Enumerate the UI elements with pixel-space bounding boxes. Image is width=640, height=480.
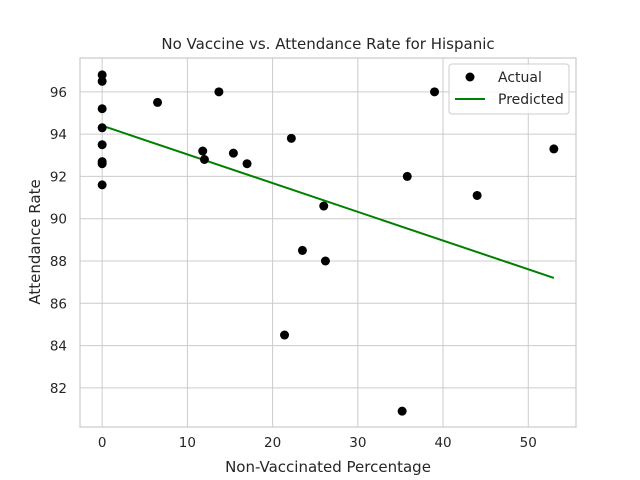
- y-axis-label: Attendance Rate: [26, 179, 44, 304]
- legend: Actual Predicted: [448, 63, 570, 115]
- actual-point: [97, 104, 107, 114]
- y-ticks: 82 84 86 88 90 92 94 96: [50, 85, 67, 397]
- legend-box: [448, 63, 570, 115]
- actual-point: [228, 148, 238, 158]
- actual-point: [97, 180, 107, 190]
- x-tick-label: 10: [179, 435, 196, 451]
- y-tick-label: 92: [50, 169, 67, 185]
- actual-point: [199, 155, 209, 164]
- y-tick-label: 84: [50, 339, 67, 355]
- y-tick-label: 82: [50, 381, 67, 397]
- actual-point: [242, 159, 252, 169]
- actual-point: [472, 190, 482, 200]
- chart-title: No Vaccine vs. Attendance Rate for Hispa…: [161, 35, 494, 53]
- x-tick-label: 50: [520, 435, 537, 451]
- x-axis-label: Non-Vaccinated Percentage: [225, 458, 431, 476]
- plot-frame: [79, 57, 577, 428]
- actual-point: [97, 140, 107, 150]
- predicted-line: [101, 124, 555, 279]
- legend-marker-actual: [465, 72, 475, 82]
- actual-point: [153, 97, 163, 107]
- actual-point: [97, 123, 107, 133]
- x-tick-label: 0: [98, 435, 107, 451]
- x-tick-label: 40: [434, 435, 451, 451]
- actual-point: [280, 330, 290, 340]
- actual-point: [402, 171, 412, 181]
- y-tick-label: 90: [50, 212, 67, 228]
- legend-label-actual: Actual: [498, 70, 542, 86]
- actual-point: [286, 133, 296, 143]
- x-tick-label: 30: [349, 435, 366, 451]
- actual-point: [397, 406, 407, 416]
- actual-point: [97, 159, 107, 169]
- actual-point: [430, 87, 440, 97]
- actual-point: [198, 146, 208, 156]
- actual-point: [214, 87, 224, 97]
- y-tick-label: 94: [50, 127, 67, 143]
- y-tick-label: 96: [50, 85, 67, 101]
- actual-point: [319, 201, 329, 211]
- y-tick-label: 86: [50, 296, 67, 312]
- actual-point: [97, 76, 107, 86]
- actual-point: [297, 245, 307, 255]
- actual-point: [549, 144, 559, 154]
- x-ticks: 0 10 20 30 40 50: [98, 435, 537, 451]
- actual-point: [97, 70, 107, 80]
- series-layer: [97, 70, 559, 416]
- legend-label-predicted: Predicted: [498, 92, 564, 108]
- y-tick-label: 88: [50, 254, 67, 270]
- actual-point: [320, 256, 330, 266]
- x-tick-label: 20: [264, 435, 281, 451]
